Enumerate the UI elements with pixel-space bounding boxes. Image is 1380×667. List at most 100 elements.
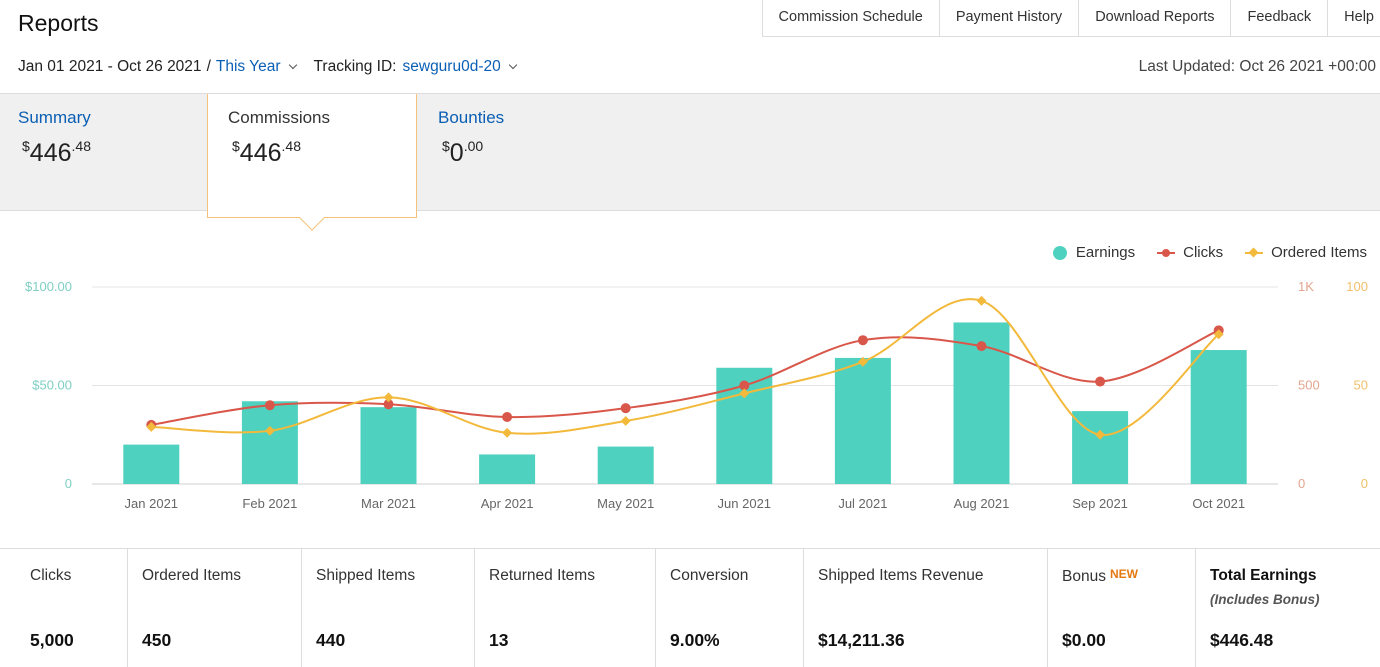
tab-bounties[interactable]: Bounties $0.00 — [420, 94, 630, 211]
x-axis-tick: Aug 2021 — [954, 496, 1010, 511]
clicks-point — [1095, 376, 1106, 387]
x-axis-tick: Apr 2021 — [481, 496, 534, 511]
stat-value: 13 — [489, 630, 509, 650]
x-axis-tick: Sep 2021 — [1072, 496, 1128, 511]
stat-label: Shipped Items — [316, 567, 416, 584]
ordered-items-point — [1213, 329, 1224, 340]
left-axis-tick: $100.00 — [25, 279, 72, 294]
stat-label: Bonus NEW — [1062, 567, 1138, 585]
tab-summary[interactable]: Summary $446.48 — [0, 94, 207, 211]
stat-sub-label: (Includes Bonus) — [1210, 592, 1320, 607]
tab-commissions-label: Commissions — [228, 108, 331, 127]
last-updated: Last Updated: Oct 26 2021 +00:00 — [1138, 58, 1376, 75]
right-axis-clicks-tick: 1K — [1298, 279, 1314, 294]
clicks-point — [739, 380, 750, 391]
tab-summary-label: Summary — [18, 108, 91, 127]
stats-row: Clicks 5,000 Ordered Items 450 Shipped I… — [0, 548, 1380, 667]
ordered-items-point — [620, 416, 631, 426]
nav-help[interactable]: Help — [1344, 9, 1374, 25]
x-axis-tick: May 2021 — [597, 496, 654, 511]
left-axis-tick: 0 — [65, 476, 72, 491]
date-range: Jan 01 2021 - Oct 26 2021 — [18, 58, 202, 75]
nav-payment-history[interactable]: Payment History — [940, 0, 1080, 36]
right-axis-ordered-tick: 100 — [1346, 279, 1368, 294]
stat-value: $446.48 — [1210, 630, 1274, 650]
date-separator: / — [206, 58, 211, 75]
tab-summary-value: $446.48 — [22, 138, 91, 167]
line-diamond-icon — [1245, 251, 1264, 254]
page-title: Reports — [18, 10, 99, 36]
top-nav: Commission Schedule Payment History Down… — [761, 0, 1380, 37]
earnings-bar — [597, 446, 654, 484]
tab-commissions-value: $446.48 — [232, 138, 301, 167]
stat-total-earnings: Total Earnings (Includes Bonus) $446.48 — [1196, 549, 1380, 667]
nav-download-reports[interactable]: Download Reports — [1079, 0, 1232, 36]
tab-bounties-value: $0.00 — [442, 138, 484, 167]
x-axis-tick: Jan 2021 — [125, 496, 179, 511]
clicks-point — [502, 412, 513, 423]
clicks-point — [976, 341, 987, 352]
clicks-point — [857, 335, 868, 346]
right-axis-clicks-tick: 500 — [1298, 378, 1320, 393]
filter-bar: Jan 01 2021 - Oct 26 2021 / This Year Tr… — [18, 58, 524, 76]
clicks-point — [383, 399, 394, 410]
stat-label: Shipped Items Revenue — [818, 567, 984, 584]
earnings-bar — [241, 401, 298, 484]
tab-commissions[interactable]: Commissions $446.48 — [207, 94, 417, 218]
stat-value: $0.00 — [1062, 630, 1106, 650]
legend-ordered-items[interactable]: Ordered Items — [1245, 244, 1367, 261]
earnings-bar — [360, 407, 417, 484]
tab-bounties-label: Bounties — [438, 108, 505, 127]
stat-label: Conversion — [670, 567, 749, 584]
ordered-items-point — [857, 356, 868, 367]
report-tabs: Summary $446.48 Commissions $446.48 Boun… — [0, 93, 1380, 218]
right-axis-ordered-tick: 50 — [1354, 378, 1368, 393]
period-dropdown[interactable]: This Year — [215, 58, 281, 75]
clicks-point — [620, 403, 631, 414]
earnings-bar — [1190, 350, 1247, 484]
tracking-label: Tracking ID: — [313, 58, 397, 75]
earnings-bar — [834, 357, 891, 484]
stat-ordered-items: Ordered Items 450 — [128, 549, 302, 667]
stat-shipped-items: Shipped Items 440 — [302, 549, 475, 667]
clicks-line — [151, 329, 1220, 426]
circle-icon — [1052, 245, 1067, 260]
chart-legend: Earnings Clicks Ordered Items — [1031, 244, 1367, 261]
nav-feedback[interactable]: Feedback — [1231, 0, 1329, 36]
stat-clicks: Clicks 5,000 — [0, 549, 128, 667]
nav-commission-schedule[interactable]: Commission Schedule — [763, 0, 940, 36]
stat-label: Returned Items — [489, 567, 595, 584]
new-badge: NEW — [1109, 567, 1138, 581]
legend-clicks[interactable]: Clicks — [1157, 244, 1223, 261]
tracking-id-dropdown[interactable]: sewguru0d-20 — [402, 58, 501, 75]
legend-earnings[interactable]: Earnings — [1052, 244, 1135, 261]
stat-returned-items: Returned Items 13 — [475, 549, 656, 667]
ordered-items-point — [976, 295, 987, 306]
x-axis-tick: Jun 2021 — [718, 496, 772, 511]
ordered-items-point — [502, 427, 513, 438]
right-axis-clicks-tick: 0 — [1298, 476, 1305, 491]
stat-bonus: Bonus NEW $0.00 — [1048, 549, 1196, 667]
chevron-down-icon[interactable] — [508, 60, 517, 70]
earnings-bar — [479, 454, 536, 484]
ordered-items-point — [146, 421, 157, 432]
line-dot-icon — [1157, 248, 1176, 257]
stat-label: Clicks — [30, 567, 72, 584]
stat-value: $14,211.36 — [818, 630, 905, 650]
chevron-down-icon[interactable] — [288, 60, 297, 70]
x-axis-tick: Feb 2021 — [242, 496, 297, 511]
x-axis-tick: Oct 2021 — [1192, 496, 1245, 511]
ordered-items-point — [1095, 429, 1106, 440]
stat-value: 5,000 — [30, 630, 74, 650]
x-axis-tick: Mar 2021 — [361, 496, 416, 511]
clicks-point — [264, 400, 275, 411]
ordered-items-line — [151, 298, 1220, 436]
earnings-bar — [123, 444, 180, 484]
stat-conversion: Conversion 9.00% — [656, 549, 804, 667]
stat-value: 440 — [316, 630, 346, 650]
ordered-items-point — [739, 388, 750, 399]
stat-value: 450 — [142, 630, 172, 650]
stat-label: Ordered Items — [142, 567, 242, 584]
right-axis-ordered-tick: 0 — [1361, 476, 1368, 491]
